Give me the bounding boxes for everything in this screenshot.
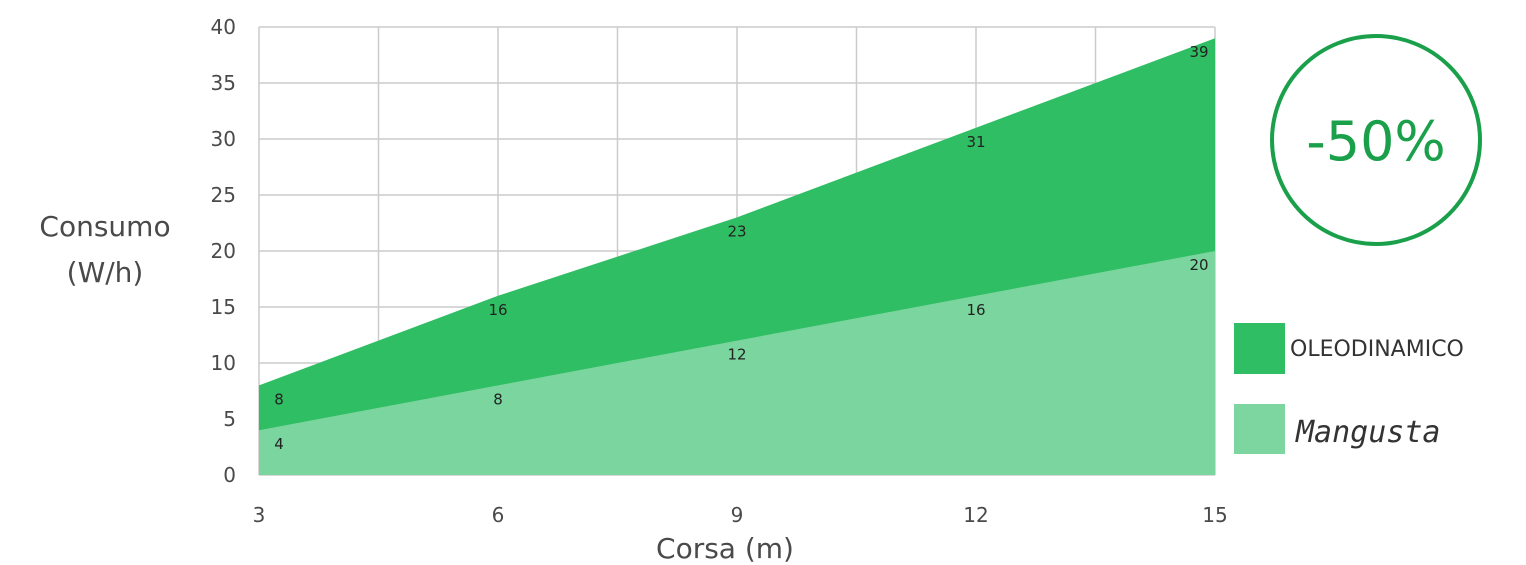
y-axis-title-line1: Consumo bbox=[39, 210, 170, 243]
data-label-oleodinamico-0: 8 bbox=[274, 390, 284, 408]
area-series bbox=[259, 38, 1215, 475]
y-tick-label-1: 5 bbox=[223, 407, 236, 431]
y-tick-label-7: 35 bbox=[211, 71, 236, 95]
x-tick-label-4: 15 bbox=[1202, 503, 1227, 527]
y-axis-title-line2: (W/h) bbox=[67, 256, 144, 289]
y-tick-label-5: 25 bbox=[211, 183, 236, 207]
y-tick-label-8: 40 bbox=[211, 15, 236, 39]
y-tick-label-0: 0 bbox=[223, 463, 236, 487]
data-label-mangusta-2: 12 bbox=[727, 346, 746, 364]
legend-swatch-mangusta bbox=[1234, 404, 1285, 454]
data-label-mangusta-1: 8 bbox=[493, 390, 503, 408]
legend-label-oleodinamico: OLEODINAMICO bbox=[1290, 337, 1464, 362]
badge-text: -50% bbox=[1306, 110, 1446, 173]
data-label-mangusta-0: 4 bbox=[274, 435, 284, 453]
data-label-oleodinamico-3: 31 bbox=[966, 133, 985, 151]
data-label-oleodinamico-1: 16 bbox=[488, 301, 507, 319]
x-axis-title: Corsa (m) bbox=[656, 532, 794, 565]
x-tick-label-3: 12 bbox=[963, 503, 988, 527]
y-tick-label-4: 20 bbox=[211, 239, 236, 263]
badge-circle bbox=[1270, 34, 1482, 246]
legend-swatch-oleodinamico bbox=[1234, 323, 1285, 374]
y-tick-label-3: 15 bbox=[211, 295, 236, 319]
data-label-mangusta-4: 20 bbox=[1189, 256, 1208, 274]
tick-labels: 0 5 10 15 20 25 30 35 40 3 6 9 12 15 bbox=[211, 15, 1228, 527]
data-label-oleodinamico-4: 39 bbox=[1189, 43, 1208, 61]
data-label-mangusta-3: 16 bbox=[966, 301, 985, 319]
y-tick-label-6: 30 bbox=[211, 127, 236, 151]
data-label-oleodinamico-2: 23 bbox=[727, 222, 746, 240]
legend: OLEODINAMICO Mangusta bbox=[1234, 323, 1464, 454]
x-tick-label-0: 3 bbox=[253, 503, 266, 527]
legend-label-mangusta: Mangusta bbox=[1295, 415, 1441, 450]
y-tick-label-2: 10 bbox=[211, 351, 236, 375]
x-tick-label-2: 9 bbox=[731, 503, 744, 527]
x-tick-label-1: 6 bbox=[492, 503, 505, 527]
data-labels: 8 16 23 31 39 4 8 12 16 20 bbox=[274, 43, 1208, 453]
area-mangusta bbox=[259, 251, 1215, 475]
savings-badge: -50% bbox=[1270, 34, 1482, 246]
